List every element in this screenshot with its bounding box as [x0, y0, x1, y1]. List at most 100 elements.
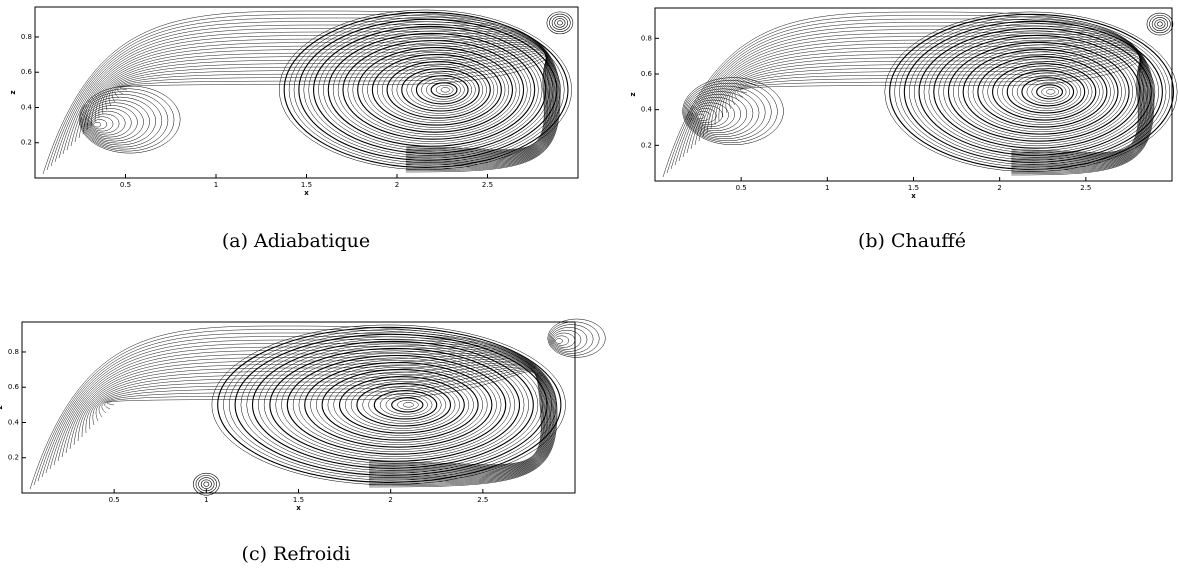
- streamline: [88, 110, 126, 136]
- streamline: [1036, 84, 1064, 100]
- streamline: [682, 28, 1151, 170]
- streamline: [909, 23, 1159, 161]
- caption: (b) Chauffé: [858, 230, 966, 252]
- streamline: [415, 75, 469, 105]
- streamline: [316, 367, 483, 443]
- streamline: [674, 22, 1152, 172]
- streamline: [293, 16, 561, 163]
- streamline: [29, 325, 558, 490]
- streamline: [105, 50, 549, 155]
- streamline: [678, 25, 1152, 171]
- streamline: [546, 11, 574, 35]
- streamline: [368, 388, 442, 422]
- streamline: [114, 54, 547, 152]
- streamline: [385, 395, 428, 415]
- streamlines: [662, 11, 1178, 178]
- streamline: [292, 357, 502, 453]
- streamline: [377, 56, 498, 124]
- streamline: [406, 70, 476, 109]
- streamline: [997, 65, 1093, 118]
- streamline: [396, 66, 484, 114]
- streamline: [42, 10, 561, 175]
- streamline: [45, 339, 555, 483]
- streamline: [84, 99, 150, 144]
- streamline: [710, 45, 1146, 162]
- x-tick-label: 2.5: [482, 181, 493, 189]
- streamline: [689, 94, 748, 134]
- streamline: [69, 355, 550, 476]
- streamline: [74, 35, 555, 163]
- streamline: [972, 53, 1111, 130]
- streamline: [46, 14, 560, 172]
- y-tick-label: 0.2: [8, 454, 19, 462]
- streamline: [549, 324, 594, 354]
- y-tick-label: 0.2: [641, 141, 652, 149]
- streamline: [98, 47, 550, 157]
- streamline: [102, 49, 549, 156]
- x-axis-label: x: [296, 504, 301, 512]
- streamline: [401, 68, 480, 112]
- streamline: [90, 44, 552, 159]
- streamline: [1149, 14, 1171, 34]
- streamline: [73, 357, 549, 475]
- streamline: [391, 63, 487, 116]
- streamline: [362, 49, 510, 131]
- streamline: [551, 15, 569, 30]
- streamline: [1046, 89, 1056, 95]
- streamline: [1154, 19, 1166, 29]
- streamline: [41, 336, 555, 484]
- y-tick-label: 0.8: [8, 348, 19, 356]
- x-tick-label: 2.5: [1080, 184, 1091, 192]
- x-tick-label: 2: [997, 184, 1001, 192]
- y-tick-label: 0.4: [8, 418, 20, 426]
- streamline: [379, 392, 433, 417]
- streamline: [86, 42, 552, 160]
- streamline: [722, 50, 1143, 159]
- streamline: [82, 94, 163, 148]
- streamline: [303, 21, 554, 159]
- streamline: [85, 102, 144, 142]
- streamline: [318, 28, 543, 152]
- streamline: [687, 91, 754, 136]
- streamline: [80, 88, 175, 152]
- y-tick-label: 0.2: [21, 139, 32, 147]
- streamline: [193, 472, 220, 496]
- streamline: [337, 37, 528, 142]
- streamline: [117, 55, 548, 151]
- streamline: [662, 11, 1155, 178]
- caption: (a) Adiabatique: [222, 230, 370, 252]
- streamline: [79, 85, 181, 154]
- x-tick-label: 0.5: [736, 184, 747, 192]
- streamline: [333, 374, 470, 436]
- streamline: [66, 30, 556, 166]
- streamline: [345, 378, 460, 431]
- streamline: [690, 34, 1149, 167]
- streamline: [283, 11, 569, 168]
- streamline: [903, 20, 1163, 163]
- streamline: [229, 331, 552, 478]
- streamline: [1011, 72, 1082, 111]
- streamline: [94, 45, 551, 158]
- streamline: [684, 82, 772, 142]
- x-axis-label: x: [304, 189, 309, 197]
- streamline: [327, 32, 536, 147]
- streamline: [57, 348, 552, 479]
- streamline: [37, 332, 556, 485]
- streamline: [1016, 75, 1078, 109]
- streamline: [104, 370, 543, 466]
- y-tick-label: 0.6: [21, 68, 33, 76]
- streamline: [342, 39, 525, 140]
- streamline: [555, 338, 563, 344]
- streamline: [899, 18, 1167, 165]
- y-tick-label: 0.6: [8, 383, 20, 391]
- x-tick-label: 2: [388, 496, 392, 504]
- streamline: [1041, 86, 1060, 97]
- streamline: [1151, 17, 1169, 31]
- streamline: [725, 51, 1143, 158]
- y-tick-label: 0.8: [21, 33, 32, 41]
- streamline: [666, 15, 1154, 175]
- streamline: [200, 479, 212, 489]
- x-tick-label: 1.5: [301, 181, 312, 189]
- streamline: [551, 329, 582, 350]
